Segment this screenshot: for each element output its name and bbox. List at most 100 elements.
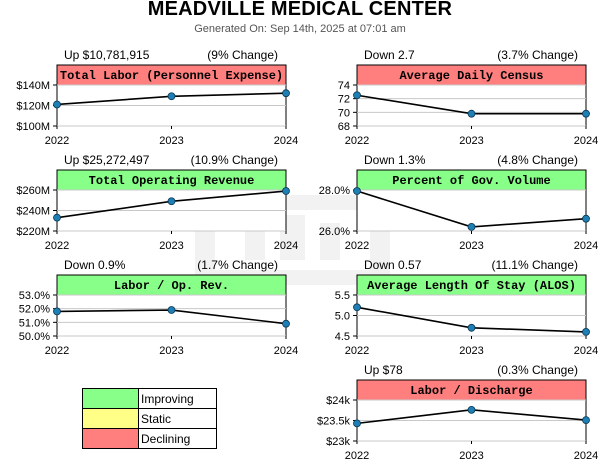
summary-change: Down 0.57 [364,258,422,272]
y-tick-label: 74 [338,80,350,92]
y-tick-label: 5.0 [335,311,350,323]
y-tick-label: 52.0% [19,304,50,316]
x-tick-label: 2022 [45,345,69,357]
summary-percent: (4.8% Change) [497,153,578,167]
summary-change: Down 1.3% [364,153,426,167]
y-tick-label: 70 [338,107,350,119]
data-point [467,323,476,332]
summary-change: Down 2.7 [364,48,415,62]
data-point [167,306,176,314]
chart-svg: Up $78 (0.3% Change) Labor / Discharge $23k… [317,363,598,462]
legend-item-declining: Declining [82,429,217,449]
summary-percent: (10.9% Change) [191,153,278,167]
chart-title: Labor / Discharge [410,384,532,398]
summary-percent: (3.7% Change) [497,48,578,62]
legend-item-static: Static [82,409,217,429]
summary-change: Up $78 [364,363,403,377]
y-tick-label: $260M [16,185,50,197]
chart-title: Average Length Of Stay (ALOS) [367,279,576,293]
x-tick-label: 2023 [159,135,183,147]
chart-panel: Down 1.3% (4.8% Change) Percent of Gov. Vo… [300,150,600,255]
x-tick-label: 2024 [574,450,598,462]
legend-swatch-static [83,409,139,428]
y-tick-label: $24k [326,395,350,407]
y-tick-label: 4.5 [335,331,350,343]
chart-panel: Down 2.7 (3.7% Change) Average Daily Censu… [300,45,600,150]
data-point [53,307,61,316]
summary-percent: (9% Change) [207,48,278,62]
x-tick-label: 2023 [459,135,483,147]
summary-percent: (1.7% Change) [197,258,278,272]
data-point [353,187,361,195]
chart-panel: Down 0.9% (1.7% Change) Labor / Op. Rev. 50… [0,255,300,360]
x-tick-label: 2022 [345,345,369,357]
x-tick-label: 2023 [159,345,183,357]
data-point [167,92,176,101]
x-tick-label: 2022 [345,135,369,147]
y-tick-label: $23.5k [317,416,351,428]
legend-label-improving: Improving [141,391,194,406]
legend-swatch-declining [83,429,139,448]
chart-title: Total Operating Revenue [89,174,255,188]
y-tick-label: $120M [16,101,50,113]
data-point [167,197,176,206]
chart-title: Total Labor (Personnel Expense) [60,69,283,83]
y-tick-label: $23k [326,436,350,448]
chart-title: Average Daily Census [399,69,543,83]
data-point [467,405,476,414]
x-tick-label: 2024 [574,345,598,357]
x-tick-label: 2022 [45,135,69,147]
chart-svg: Down 0.57 (11.1% Change) Average Length Of… [335,258,599,357]
data-point [282,89,290,98]
data-point [282,319,290,328]
generated-timestamp: Generated On: Sep 14th, 2025 at 07:01 am [194,23,406,35]
x-tick-label: 2022 [345,240,369,252]
x-tick-label: 2024 [274,135,298,147]
chart-svg: Down 1.3% (4.8% Change) Percent of Gov. Vo… [319,153,598,252]
y-tick-label: $220M [16,226,50,238]
status-legend: Improving Static Declining [82,388,217,449]
summary-change: Down 0.9% [64,258,126,272]
y-tick-label: 26.0% [319,226,350,238]
chart-panel: Up $78 (0.3% Change) Labor / Discharge $23k… [300,360,600,465]
x-tick-label: 2022 [45,240,69,252]
plot-area [356,84,587,127]
legend-label-static: Static [141,411,172,426]
chart-svg: Up $25,272,497 (10.9% Change) Total Operat… [16,153,298,252]
legend-item-improving: Improving [82,388,217,409]
y-tick-label: 68 [338,121,350,133]
report-title: MEADVILLE MEDICAL CENTER [147,0,453,20]
chart-svg: Up $10,781,915 (9% Change) Total Labor (Pe… [16,48,298,147]
legend-label-declining: Declining [141,431,191,446]
data-point [282,187,290,195]
data-point [353,303,361,312]
y-tick-label: 51.0% [19,317,50,329]
x-tick-label: 2023 [459,240,483,252]
data-point [353,91,361,100]
x-tick-label: 2023 [459,450,483,462]
chart-title: Percent of Gov. Volume [392,174,550,188]
data-point [582,328,590,336]
y-tick-label: $240M [16,206,50,218]
y-tick-label: 53.0% [19,290,50,302]
y-tick-label: 28.0% [319,185,350,197]
x-tick-label: 2023 [159,240,183,252]
legend-swatch-improving [83,389,139,408]
chart-title: Labor / Op. Rev. [114,279,229,293]
y-tick-label: 72 [338,94,350,106]
summary-percent: (0.3% Change) [497,363,578,377]
chart-svg: Down 2.7 (3.7% Change) Average Daily Censu… [338,48,598,147]
chart-panel: Up $25,272,497 (10.9% Change) Total Operat… [0,150,300,255]
y-tick-label: $100M [16,121,50,133]
data-point [53,100,61,109]
data-point [467,109,476,118]
chart-panel: Up $10,781,915 (9% Change) Total Labor (Pe… [0,45,300,150]
y-tick-label: 50.0% [19,331,50,343]
x-tick-label: 2024 [274,240,298,252]
y-tick-label: $140M [16,80,50,92]
data-point [53,213,61,222]
summary-change: Up $10,781,915 [64,48,150,62]
summary-change: Up $25,272,497 [64,153,150,167]
chart-svg: Down 0.9% (1.7% Change) Labor / Op. Rev. 50… [19,258,298,357]
data-point [353,419,361,428]
